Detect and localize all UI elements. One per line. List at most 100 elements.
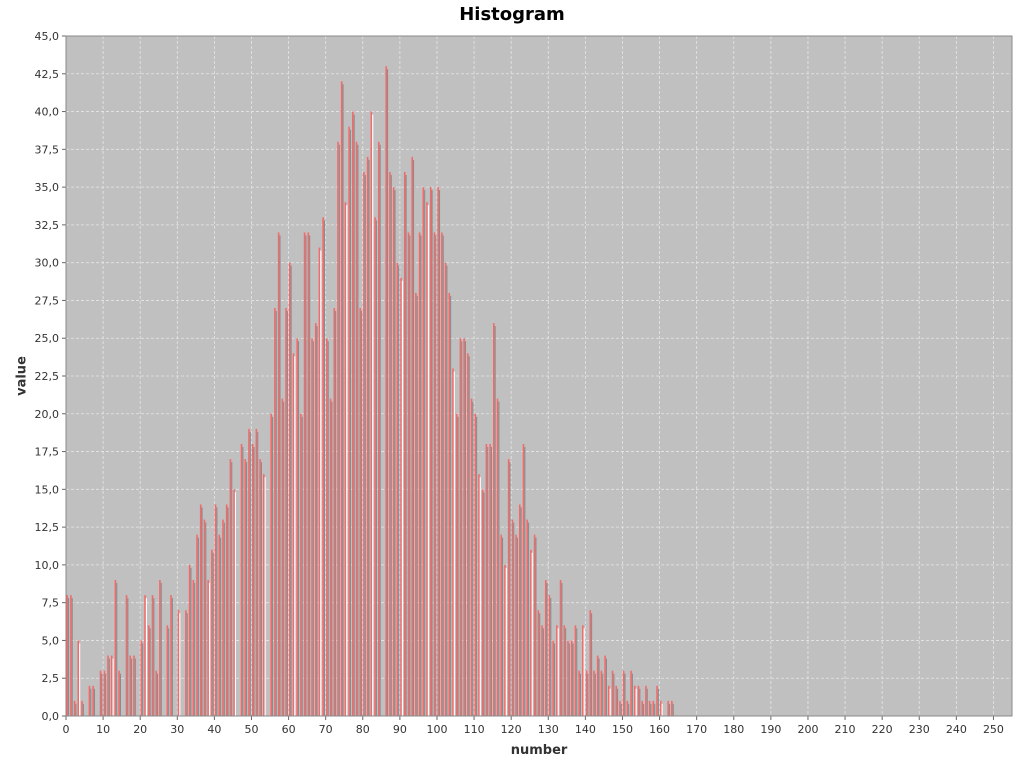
bar-secondary: [168, 628, 170, 716]
bar-secondary: [457, 416, 459, 716]
bar: [648, 700, 651, 716]
bar: [185, 610, 187, 716]
x-tick-label: 160: [649, 723, 670, 736]
bar-secondary: [509, 462, 511, 716]
bar-secondary: [157, 673, 159, 716]
bar-secondary: [208, 583, 211, 716]
bar-secondary: [539, 613, 541, 716]
bar: [73, 700, 76, 716]
bar: [437, 187, 439, 717]
bar: [403, 172, 406, 716]
bar: [633, 685, 636, 716]
x-tick-label: 170: [686, 723, 707, 736]
bar-secondary: [242, 447, 244, 716]
bar-secondary: [71, 598, 73, 716]
bar: [626, 700, 629, 716]
plot-border: [65, 35, 1013, 717]
bar-secondary: [305, 235, 307, 716]
bar: [337, 141, 339, 716]
bar-secondary: [145, 598, 147, 716]
bar: [326, 338, 328, 716]
bar: [400, 277, 402, 716]
bar-secondary: [231, 462, 233, 716]
bar-secondary: [105, 673, 107, 716]
bar-secondary: [260, 462, 262, 716]
bar-secondary: [398, 265, 400, 716]
x-tick-label: 210: [835, 723, 856, 736]
bar: [92, 685, 94, 716]
bar: [292, 353, 295, 716]
bar-secondary: [576, 628, 578, 716]
bar: [426, 202, 428, 716]
bar-secondary: [661, 703, 663, 716]
bar: [544, 580, 547, 716]
y-tick-label: 25,0: [35, 332, 60, 345]
x-tick-label: 80: [356, 723, 370, 736]
bar: [444, 262, 447, 716]
bar-secondary: [502, 537, 504, 716]
bar-secondary: [249, 431, 251, 716]
bar-secondary: [513, 522, 515, 716]
bar-secondary: [427, 205, 429, 716]
bar-secondary: [119, 673, 122, 716]
bar: [652, 700, 655, 716]
bar-secondary: [468, 356, 470, 716]
bar: [567, 640, 569, 716]
bar: [288, 262, 291, 716]
bar: [329, 398, 332, 716]
bar: [300, 413, 302, 716]
bar-secondary: [294, 356, 296, 716]
bar: [507, 459, 510, 716]
bar-secondary: [490, 447, 492, 716]
bar-secondary: [223, 522, 225, 716]
bar: [448, 292, 451, 716]
bar: [518, 504, 521, 716]
bar-secondary: [524, 447, 526, 716]
bar: [604, 655, 606, 716]
bar: [574, 625, 577, 716]
bar: [559, 580, 562, 716]
bar: [489, 444, 491, 716]
x-tick-label: 110: [464, 723, 485, 736]
bar-secondary: [301, 416, 303, 716]
x-tick-label: 230: [909, 723, 930, 736]
chart-title: Histogram: [459, 4, 565, 25]
bar: [415, 292, 417, 716]
bar: [225, 504, 228, 716]
bar-secondary: [309, 235, 311, 716]
bar: [344, 202, 347, 716]
bar-secondary: [338, 144, 340, 716]
bar: [611, 670, 614, 716]
bar: [392, 187, 395, 717]
bar-secondary: [409, 235, 411, 716]
bar: [463, 338, 465, 716]
bar-secondary: [394, 190, 396, 717]
x-tick-label: 190: [760, 723, 781, 736]
bar: [374, 217, 376, 717]
bar: [207, 580, 209, 716]
bar: [296, 338, 298, 716]
bar-secondary: [476, 416, 478, 716]
bar: [118, 670, 120, 716]
bar-secondary: [186, 613, 188, 716]
bar: [348, 126, 350, 716]
x-tick-label: 200: [797, 723, 818, 736]
bar-secondary: [572, 643, 574, 716]
bar-secondary: [297, 341, 300, 716]
bar: [352, 111, 354, 717]
bar-secondary: [654, 703, 656, 716]
bar-secondary: [535, 537, 537, 716]
y-tick-label: 7,5: [42, 597, 60, 610]
bar-secondary: [257, 431, 259, 716]
bar-secondary: [498, 401, 500, 716]
axes: 0,0 2,5 5,0 7,5 10,0 12,5 15,0 17,5 20,0 22,5 25,0…: [35, 30, 1013, 736]
bar: [608, 685, 610, 716]
bar-secondary: [453, 371, 455, 716]
bar: [385, 66, 388, 716]
bar-secondary: [594, 673, 596, 716]
bar-secondary: [598, 658, 600, 716]
bar-secondary: [227, 507, 229, 716]
bar: [274, 308, 276, 716]
bar-secondary: [82, 703, 84, 716]
y-tick-label: 12,5: [35, 521, 60, 534]
